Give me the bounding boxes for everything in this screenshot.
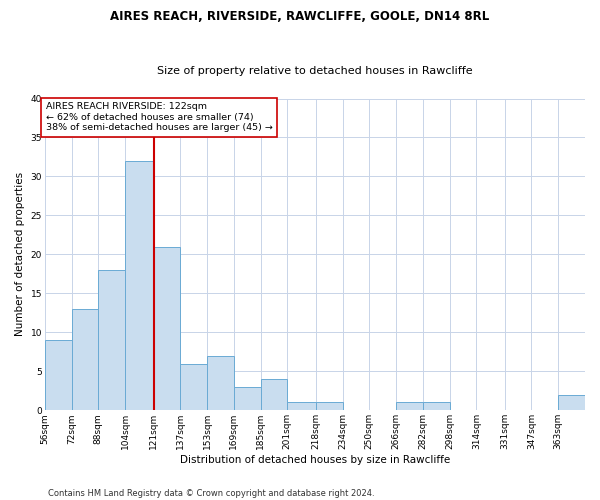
Bar: [260, 379, 287, 410]
Title: Size of property relative to detached houses in Rawcliffe: Size of property relative to detached ho…: [157, 66, 473, 76]
Bar: [234, 387, 260, 410]
Text: AIRES REACH RIVERSIDE: 122sqm
← 62% of detached houses are smaller (74)
38% of s: AIRES REACH RIVERSIDE: 122sqm ← 62% of d…: [46, 102, 272, 132]
Text: AIRES REACH, RIVERSIDE, RAWCLIFFE, GOOLE, DN14 8RL: AIRES REACH, RIVERSIDE, RAWCLIFFE, GOOLE…: [110, 10, 490, 23]
Bar: [45, 340, 71, 410]
Text: Contains HM Land Registry data © Crown copyright and database right 2024.: Contains HM Land Registry data © Crown c…: [48, 488, 374, 498]
Bar: [207, 356, 234, 410]
Bar: [287, 402, 316, 410]
Bar: [180, 364, 207, 410]
Y-axis label: Number of detached properties: Number of detached properties: [15, 172, 25, 336]
Bar: [98, 270, 125, 410]
X-axis label: Distribution of detached houses by size in Rawcliffe: Distribution of detached houses by size …: [180, 455, 450, 465]
Bar: [316, 402, 343, 410]
Bar: [125, 161, 154, 410]
Bar: [423, 402, 449, 410]
Bar: [396, 402, 423, 410]
Bar: [558, 394, 585, 410]
Bar: [154, 246, 180, 410]
Bar: [71, 309, 98, 410]
